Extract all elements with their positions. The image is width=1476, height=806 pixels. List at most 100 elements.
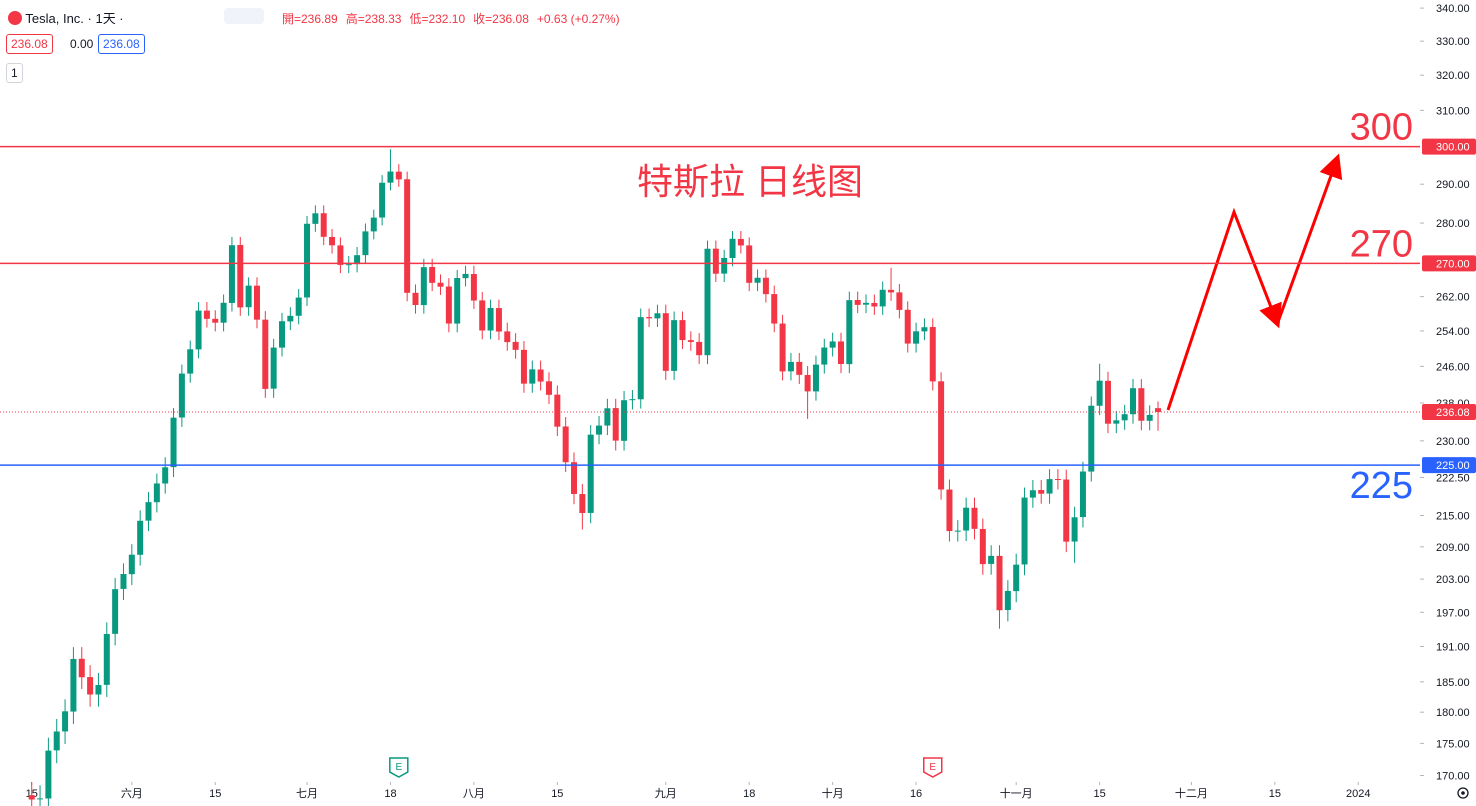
- candle-body: [1004, 590, 1011, 611]
- candle-body: [662, 313, 669, 371]
- candle-body: [863, 302, 870, 305]
- candle-body: [362, 231, 369, 256]
- candle-body: [37, 798, 44, 800]
- y-tick-label: 230.00: [1436, 436, 1470, 448]
- candle-body: [671, 320, 678, 371]
- ohlc-legend: 開=236.89 高=238.33 低=232.10 收=236.08 +0.63 (+…: [282, 10, 628, 27]
- candle-body: [320, 213, 327, 237]
- x-tick-label: 16: [910, 788, 922, 800]
- x-tick-label: 15: [551, 788, 563, 800]
- candle-body: [162, 467, 169, 484]
- candle-body: [103, 634, 110, 685]
- candle-body: [1088, 405, 1095, 472]
- y-tick-label: 246.00: [1436, 361, 1470, 373]
- candle-body: [787, 361, 794, 372]
- y-tick-label: 180.00: [1436, 707, 1470, 719]
- candle-body: [287, 315, 294, 322]
- candle-body: [404, 179, 411, 293]
- x-tick-label: 15: [209, 788, 221, 800]
- candle-body: [913, 331, 920, 344]
- candle-body: [112, 589, 119, 634]
- candle-body: [604, 408, 611, 426]
- candle-body: [612, 408, 619, 441]
- x-tick-label: 十二月: [1175, 786, 1208, 800]
- collapse-button[interactable]: 1: [6, 63, 23, 83]
- candle-body: [821, 347, 828, 365]
- candle-body: [762, 277, 769, 295]
- candle-body: [387, 171, 394, 183]
- candle-body: [946, 489, 953, 532]
- candle-body: [137, 520, 144, 555]
- event-label: E: [395, 762, 402, 773]
- candle-body: [637, 317, 644, 400]
- candle-body: [554, 394, 561, 427]
- candle-body: [771, 294, 778, 324]
- candle-body: [470, 274, 477, 301]
- candle-body: [420, 267, 427, 306]
- candle-body: [571, 462, 578, 494]
- candle-body: [829, 341, 836, 348]
- level-badge: [1422, 138, 1476, 155]
- x-tick-label: 八月: [463, 788, 485, 800]
- level-label: 225: [1350, 465, 1413, 507]
- bid-box[interactable]: 236.08: [6, 34, 53, 54]
- candle-body: [929, 327, 936, 382]
- candle-body: [337, 245, 344, 265]
- ask-box[interactable]: 236.08: [98, 34, 145, 54]
- candle-body: [646, 317, 653, 319]
- candle-body: [721, 257, 728, 274]
- candle-body: [629, 399, 636, 401]
- candle-body: [62, 711, 69, 732]
- y-tick-label: 262.00: [1436, 292, 1470, 304]
- candle-body: [1129, 388, 1136, 415]
- candle-body: [971, 507, 978, 529]
- x-tick-label: 18: [384, 788, 396, 800]
- forecast-arrow: [1276, 153, 1343, 323]
- y-tick-label: 310.00: [1436, 105, 1470, 117]
- candle-body: [837, 341, 844, 364]
- y-tick-label: 290.00: [1436, 179, 1470, 191]
- overlay-layer: 236.08 300.00 300 270.00 270 225.00 225 E E: [0, 107, 1476, 778]
- level-axis-label: 225.00: [1436, 460, 1470, 472]
- y-tick-label: 254.00: [1436, 326, 1470, 338]
- candle-body: [370, 217, 377, 232]
- candle-body: [45, 750, 52, 799]
- y-tick-label: 197.00: [1436, 607, 1470, 619]
- candle-body: [779, 323, 786, 372]
- candle-body: [796, 361, 803, 375]
- level-badge: [1422, 255, 1476, 272]
- y-tick-label: 209.00: [1436, 542, 1470, 554]
- x-tick-label: 七月: [296, 787, 318, 800]
- candle-body: [879, 289, 886, 307]
- level-axis-label: 270.00: [1436, 258, 1470, 270]
- candle-body: [1071, 517, 1078, 542]
- candle-body: [495, 308, 502, 332]
- legend-item: 收=236.08: [473, 12, 529, 26]
- candle-body: [95, 685, 102, 695]
- candle-body: [203, 310, 210, 319]
- level-axis-label: 300.00: [1436, 142, 1470, 154]
- candle-body: [963, 507, 970, 531]
- toggle[interactable]: [224, 8, 264, 24]
- y-tick-label: 185.00: [1436, 677, 1470, 689]
- candle-body: [28, 795, 35, 800]
- candle-body: [520, 349, 527, 384]
- level-label: 300: [1350, 107, 1413, 149]
- candle-body: [270, 347, 277, 389]
- candle-body: [1063, 479, 1070, 542]
- candle-body: [153, 483, 160, 503]
- candle-body: [529, 369, 536, 384]
- candle-body: [395, 171, 402, 180]
- candle-body: [262, 319, 269, 389]
- candle-body: [696, 341, 703, 356]
- candle-body: [304, 223, 311, 298]
- candle-body: [145, 502, 152, 521]
- candle-body: [871, 302, 878, 307]
- candle-body: [454, 278, 461, 324]
- candle-body: [187, 349, 194, 374]
- symbol-icon: [8, 11, 22, 25]
- candle-body: [1113, 420, 1120, 424]
- y-tick-label: 222.50: [1436, 473, 1470, 485]
- settings-icon[interactable]: [1457, 787, 1469, 799]
- x-tick-label: 15: [1093, 788, 1105, 800]
